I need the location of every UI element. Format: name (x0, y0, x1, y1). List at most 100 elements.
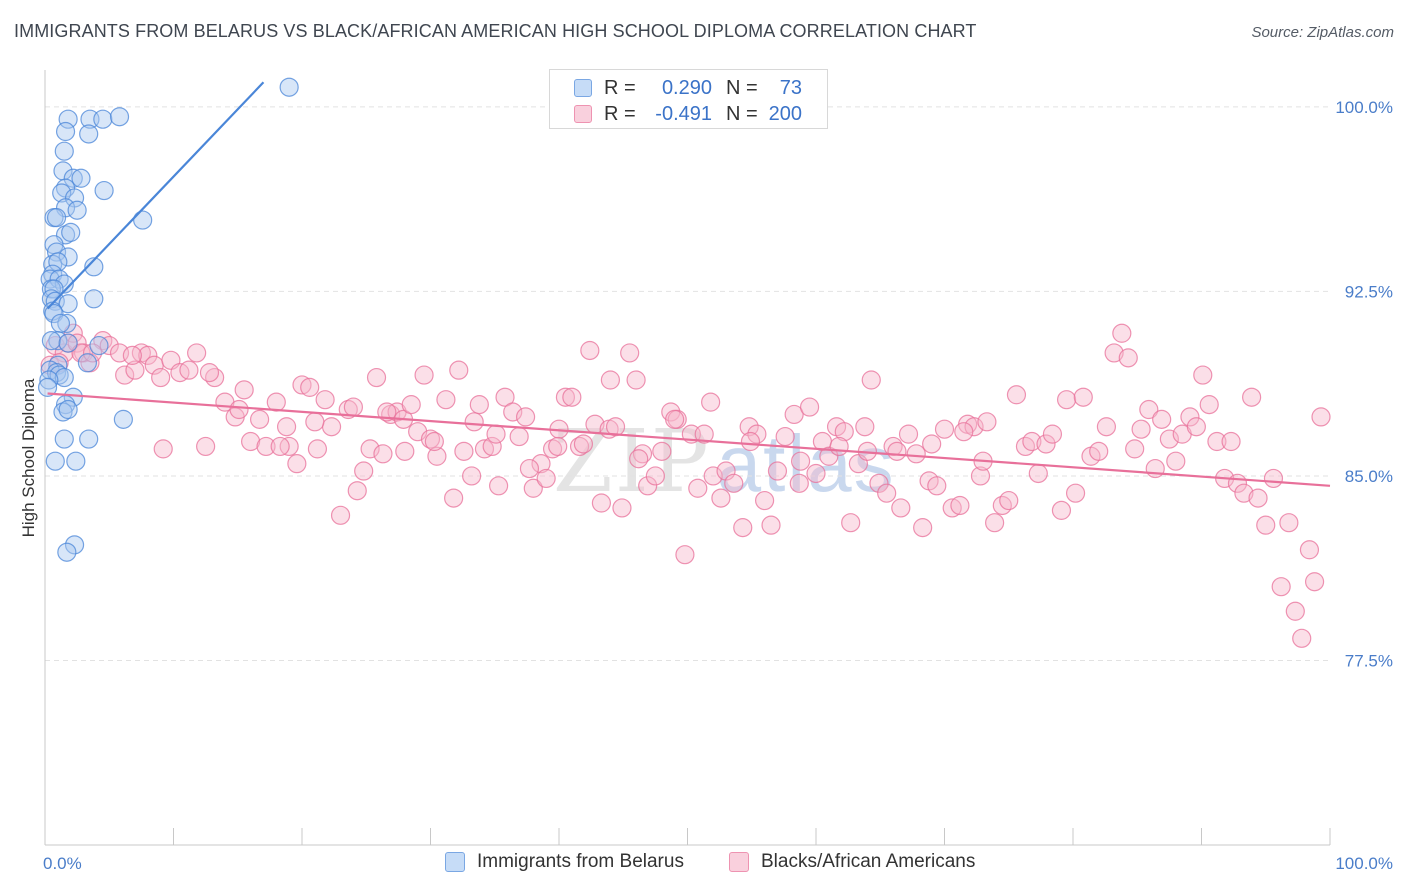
point-black (591, 493, 612, 513)
point-black (474, 439, 495, 459)
point-black (887, 441, 907, 461)
point-black (861, 370, 881, 390)
bottom-legend-black: Blacks/African Americans (729, 851, 975, 873)
point-belarus (67, 200, 87, 220)
legend-row-belarus: R = 0.290 N = 73 (574, 76, 802, 100)
point-black (775, 426, 795, 447)
point-black (99, 335, 119, 356)
point-belarus (54, 429, 74, 449)
point-black (891, 498, 911, 518)
point-black (266, 392, 286, 412)
point-black (401, 395, 421, 415)
point-belarus (84, 257, 104, 277)
bottom-legend-swatch-black (729, 852, 749, 872)
trend-line-belarus (46, 81, 265, 310)
legend-r-value: 0.290 (661, 76, 712, 99)
point-black (1022, 431, 1042, 452)
point-black (548, 436, 568, 457)
legend-swatch-belarus (574, 79, 592, 97)
point-belarus (50, 313, 71, 334)
point-black (665, 409, 685, 429)
point-black (1292, 628, 1312, 648)
point-black (360, 439, 380, 459)
bottom-legend-label-belarus: Immigrants from Belarus (477, 851, 684, 872)
point-black (276, 417, 297, 437)
point-belarus (66, 451, 86, 471)
point-black (626, 370, 646, 390)
point-black (495, 387, 515, 407)
trend-layer (46, 81, 1331, 487)
point-black (934, 419, 955, 439)
point-black (1248, 488, 1268, 508)
point-black (125, 360, 145, 380)
legend-n-value: 73 (779, 76, 802, 99)
point-belarus (57, 542, 77, 562)
point-black (1104, 343, 1124, 363)
point-black (701, 392, 721, 412)
point-black (489, 476, 509, 496)
point-black (427, 446, 447, 466)
point-black (573, 434, 594, 454)
point-black (464, 412, 484, 432)
point-black (1051, 500, 1072, 520)
point-belarus (63, 168, 83, 188)
point-black (515, 407, 536, 427)
legend-n-label: N = (726, 102, 758, 125)
point-black (287, 454, 307, 474)
point-black (542, 439, 563, 459)
point-black (330, 505, 351, 525)
point-black (444, 488, 464, 508)
point-black (1112, 323, 1132, 343)
bottom-legend-swatch-belarus (445, 852, 465, 872)
point-black (1036, 434, 1056, 454)
point-black (790, 451, 811, 471)
point-black (1180, 407, 1200, 427)
point-black (509, 426, 529, 447)
point-black (819, 446, 839, 466)
point-black (922, 434, 942, 454)
point-belarus (61, 222, 81, 242)
point-black (999, 490, 1019, 511)
point-black (531, 454, 551, 474)
point-black (877, 483, 897, 503)
point-belarus (58, 399, 78, 420)
point-belarus (54, 367, 74, 388)
point-black (1263, 468, 1284, 489)
point-belarus (41, 331, 62, 351)
point-black (377, 402, 397, 422)
point-belarus (54, 141, 74, 161)
point-black (652, 441, 672, 461)
point-black (992, 495, 1012, 516)
point-belarus (52, 183, 72, 203)
point-black (555, 387, 576, 407)
point-belarus (57, 313, 77, 334)
point-black (241, 431, 261, 452)
point-black (913, 518, 933, 538)
point-black (519, 458, 540, 479)
point-black (629, 449, 649, 469)
point-black (71, 343, 91, 363)
point-black (503, 402, 523, 422)
chart-title: IMMIGRANTS FROM BELARUS VS BLACK/AFRICAN… (14, 21, 977, 41)
point-black (562, 387, 582, 407)
point-belarus (89, 335, 109, 356)
point-black (645, 466, 665, 486)
point-belarus (133, 210, 153, 230)
point-black (1234, 483, 1254, 503)
point-black (942, 498, 962, 518)
point-black (950, 495, 970, 516)
point-black (1139, 399, 1159, 420)
point-black (305, 412, 325, 432)
point-black (1056, 390, 1077, 410)
legend-swatch-black (574, 105, 592, 123)
point-black (789, 473, 809, 493)
point-black (600, 370, 621, 390)
point-black (1285, 601, 1305, 621)
point-black (898, 424, 919, 444)
point-black (151, 367, 171, 388)
point-black (270, 436, 290, 457)
point-belarus (94, 180, 114, 201)
point-black (54, 343, 74, 363)
label-layer: 100.0% 92.5% 85.0% 77.5% 0.0% 100.0% High Scho… (19, 98, 1393, 873)
